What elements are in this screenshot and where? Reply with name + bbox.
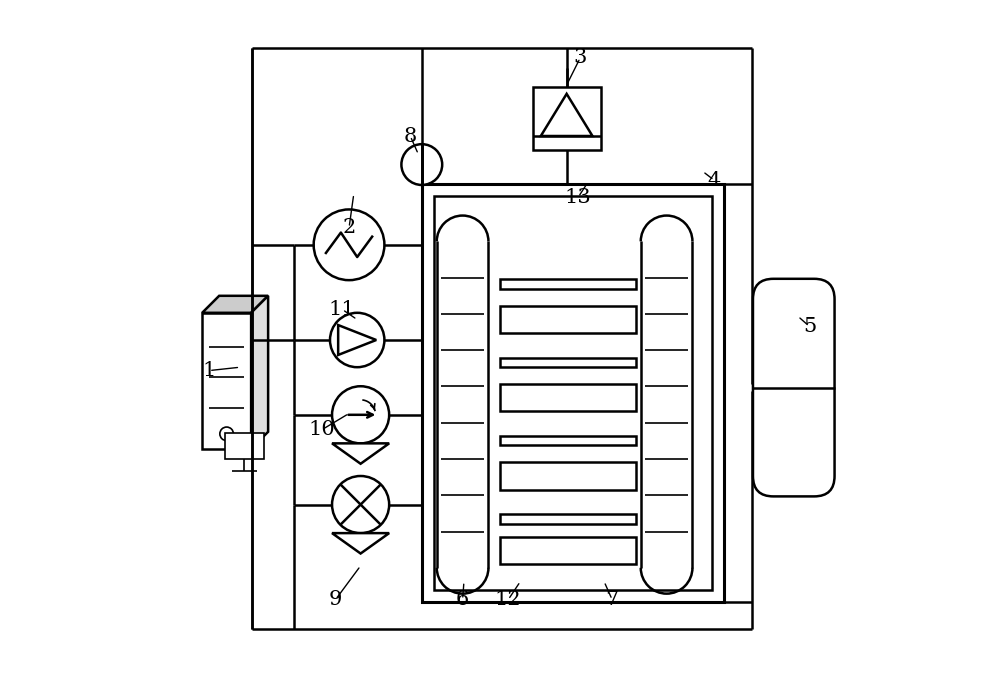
Polygon shape (332, 533, 389, 554)
Text: 7: 7 (606, 590, 619, 609)
Bar (500, 514, 636, 524)
Bar (225, 433, 264, 459)
Bar (500, 358, 636, 367)
Polygon shape (338, 325, 376, 355)
Text: 11: 11 (329, 300, 356, 319)
Bar (500, 384, 636, 411)
Text: 6: 6 (456, 590, 469, 609)
Text: 8: 8 (404, 126, 417, 146)
Text: 1: 1 (202, 361, 216, 380)
Polygon shape (332, 443, 389, 464)
Circle shape (330, 313, 384, 367)
Bar (533, 87, 601, 150)
Text: 3: 3 (574, 48, 587, 67)
Bar (422, 184, 724, 602)
Polygon shape (202, 296, 268, 313)
Bar (434, 196, 712, 590)
Text: 12: 12 (495, 590, 521, 609)
Circle shape (314, 209, 384, 280)
Bar (500, 306, 636, 333)
Bar (500, 279, 636, 289)
Bar (202, 313, 251, 449)
Polygon shape (251, 296, 268, 449)
Bar (500, 462, 636, 490)
Polygon shape (541, 94, 592, 136)
Bar (500, 436, 636, 445)
Circle shape (332, 386, 389, 443)
FancyBboxPatch shape (753, 279, 835, 496)
Circle shape (220, 427, 233, 441)
Text: 4: 4 (708, 171, 721, 190)
Text: 10: 10 (308, 420, 335, 439)
Circle shape (401, 144, 442, 185)
Bar (500, 537, 636, 564)
Text: 13: 13 (565, 188, 592, 207)
Text: 2: 2 (342, 218, 356, 237)
Text: 9: 9 (329, 590, 342, 609)
Circle shape (332, 476, 389, 533)
Text: 5: 5 (803, 317, 816, 336)
